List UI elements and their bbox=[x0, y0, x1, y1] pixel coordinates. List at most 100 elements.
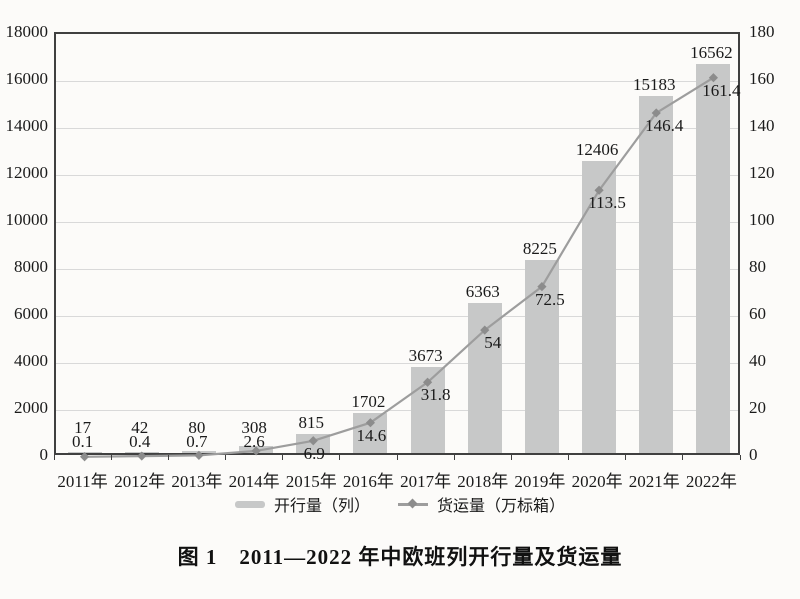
x-axis-tick bbox=[110, 455, 112, 460]
diamond-marker bbox=[537, 282, 547, 292]
y-axis-label-right: 120 bbox=[749, 163, 775, 182]
y-axis-label-right: 160 bbox=[749, 69, 775, 88]
bar-value-label: 15183 bbox=[633, 75, 676, 95]
bar-value-label: 12406 bbox=[575, 140, 619, 160]
bar-value-label: 8225 bbox=[522, 238, 557, 258]
bar-2021年 bbox=[639, 96, 674, 453]
line-value-label: 113.5 bbox=[588, 193, 626, 213]
line-value-label: 2.6 bbox=[243, 432, 265, 451]
line-value-label: 146.4 bbox=[645, 115, 684, 135]
y-axis-label-left: 6000 bbox=[14, 304, 48, 323]
y-axis-label-left: 14000 bbox=[5, 116, 49, 135]
x-axis-tick bbox=[625, 455, 627, 460]
x-axis-label: 2019年 bbox=[514, 472, 566, 491]
x-axis-tick bbox=[282, 455, 284, 460]
gridline bbox=[56, 174, 738, 176]
diamond-marker bbox=[137, 451, 147, 461]
x-axis-tick bbox=[225, 455, 226, 460]
line-value-label: 161.4 bbox=[702, 80, 741, 100]
gridline bbox=[56, 409, 738, 411]
y-axis-label-right: 0 bbox=[749, 445, 758, 464]
line-value-label: 72.5 bbox=[535, 289, 565, 309]
line-value-label: 14.6 bbox=[356, 425, 387, 445]
bar-2019年 bbox=[524, 259, 559, 453]
diamond-marker bbox=[480, 325, 490, 335]
diamond-marker bbox=[594, 185, 604, 195]
x-axis-label: 2012年 bbox=[114, 472, 166, 491]
diamond-marker bbox=[422, 377, 433, 387]
line-value-label: 0.7 bbox=[186, 432, 208, 451]
y-axis-label-left: 18000 bbox=[5, 22, 49, 41]
bar-value-label: 815 bbox=[298, 412, 325, 432]
x-axis-label: 2016年 bbox=[342, 472, 394, 491]
freight-line bbox=[84, 76, 714, 458]
x-axis-tick bbox=[167, 455, 169, 460]
x-axis-label: 2018年 bbox=[457, 472, 509, 491]
legend-item-trains: 开行量（列） bbox=[234, 492, 370, 516]
diamond-marker bbox=[708, 73, 719, 83]
x-axis-tick bbox=[453, 455, 455, 460]
x-axis-label: 2020年 bbox=[571, 472, 623, 491]
line-series-layer bbox=[79, 73, 719, 462]
x-axis-tick bbox=[510, 455, 512, 460]
line-value-label: 31.8 bbox=[420, 385, 451, 405]
bar-value-label: 308 bbox=[241, 418, 267, 437]
y-axis-label-left: 16000 bbox=[5, 69, 49, 88]
bar-value-label: 17 bbox=[74, 418, 92, 437]
line-value-label: 0.1 bbox=[71, 432, 94, 451]
line-value-label: 0.4 bbox=[129, 432, 151, 451]
x-axis-tick bbox=[682, 455, 684, 460]
y-axis-label-right: 80 bbox=[749, 257, 766, 276]
bar-value-label: 6363 bbox=[465, 282, 500, 302]
legend-item-freight: 货运量（万标箱） bbox=[398, 492, 565, 516]
diamond-marker bbox=[651, 108, 661, 118]
gridline bbox=[56, 80, 738, 82]
gridline bbox=[56, 127, 738, 129]
line-value-label: 54 bbox=[484, 333, 502, 353]
diamond-marker bbox=[308, 436, 318, 446]
legend-label-trains: 开行量（列） bbox=[273, 498, 370, 515]
diamond-marker bbox=[251, 446, 261, 456]
x-axis-label: 2013年 bbox=[171, 472, 223, 491]
legend-label-freight: 货运量（万标箱） bbox=[437, 498, 566, 515]
y-axis-label-right: 60 bbox=[749, 304, 766, 323]
bar-value-label: 42 bbox=[131, 418, 149, 437]
chart-legend: 开行量（列） 货运量（万标箱） bbox=[0, 492, 800, 516]
x-axis-tick bbox=[568, 455, 569, 460]
line-diamond-swatch-icon bbox=[398, 498, 428, 509]
y-axis-label-left: 0 bbox=[39, 445, 49, 464]
y-axis-label-left: 4000 bbox=[14, 351, 48, 370]
y-axis-label-left: 12000 bbox=[5, 163, 49, 182]
y-axis-label-left: 2000 bbox=[14, 398, 48, 417]
y-axis-label-right: 40 bbox=[749, 351, 766, 370]
x-axis-label: 2017年 bbox=[400, 472, 452, 491]
gridline bbox=[56, 221, 738, 223]
x-axis-tick bbox=[396, 455, 398, 460]
chart-area bbox=[54, 32, 740, 462]
bar-value-label: 1702 bbox=[351, 392, 386, 411]
x-axis-label: 2021年 bbox=[628, 472, 680, 491]
x-axis-label: 2014年 bbox=[228, 472, 280, 491]
gridline bbox=[56, 362, 738, 364]
diamond-marker bbox=[194, 450, 204, 460]
bar-value-label: 80 bbox=[188, 418, 206, 437]
bar-2022年 bbox=[696, 63, 731, 453]
y-axis-label-right: 180 bbox=[749, 22, 775, 41]
line-value-label: 6.9 bbox=[303, 443, 325, 463]
y-axis-label-right: 20 bbox=[749, 398, 766, 417]
y-axis-label-left: 8000 bbox=[14, 257, 48, 276]
x-axis-tick bbox=[339, 455, 341, 460]
x-axis-label: 2022年 bbox=[685, 472, 737, 491]
x-axis-tick bbox=[739, 455, 741, 460]
bar-value-label: 16562 bbox=[690, 42, 733, 62]
bar-value-label: 3673 bbox=[408, 345, 443, 365]
y-axis-label-right: 100 bbox=[749, 210, 775, 229]
diamond-marker-icon bbox=[407, 498, 418, 509]
gridline bbox=[56, 268, 738, 270]
x-axis-label: 2015年 bbox=[285, 472, 337, 491]
x-axis-tick bbox=[53, 455, 55, 460]
gridline bbox=[56, 315, 738, 317]
y-axis-label-right: 140 bbox=[749, 116, 775, 135]
diamond-marker bbox=[365, 418, 376, 428]
